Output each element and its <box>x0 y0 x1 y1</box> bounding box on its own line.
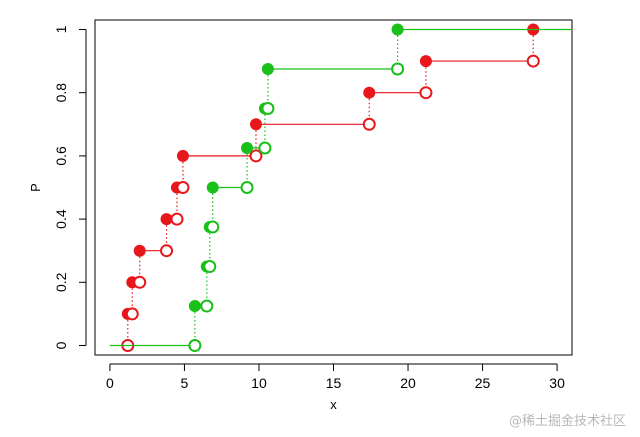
x-tick-label: 15 <box>326 375 342 391</box>
open-point <box>362 117 376 131</box>
x-tick-label: 20 <box>400 375 416 391</box>
series-2 <box>109 23 572 353</box>
filled-point <box>391 23 404 36</box>
series-1 <box>121 23 540 353</box>
y-tick-label: 0.8 <box>53 83 69 103</box>
open-point <box>203 260 217 274</box>
filled-point <box>241 141 254 154</box>
axes: 0 5 10 15 20 25 30 x 0 0.2 0.4 0.6 0.8 1 P <box>28 25 565 412</box>
y-tick-label: 0.4 <box>53 209 69 229</box>
open-point <box>249 149 263 163</box>
open-point <box>391 62 405 76</box>
filled-point <box>261 62 274 75</box>
plot-frame <box>94 19 573 356</box>
x-tick-label: 10 <box>251 375 267 391</box>
filled-point <box>206 181 219 194</box>
open-point <box>206 220 220 234</box>
x-tick-label: 5 <box>181 375 189 391</box>
open-point <box>258 141 272 155</box>
plot-area <box>94 19 573 356</box>
filled-point <box>176 149 189 162</box>
filled-point <box>133 244 146 257</box>
open-point <box>176 181 190 194</box>
open-point <box>160 244 174 258</box>
filled-point <box>249 118 262 131</box>
y-tick-label: 1 <box>53 25 69 33</box>
open-point <box>261 101 275 115</box>
open-point <box>419 86 433 100</box>
filled-point <box>160 213 173 226</box>
y-axis-label: P <box>28 183 43 192</box>
open-point <box>125 307 139 321</box>
x-tick-label: 30 <box>549 375 565 391</box>
y-tick-label: 0.2 <box>53 272 69 292</box>
open-point <box>240 181 254 194</box>
filled-point <box>188 300 201 313</box>
open-point <box>188 339 202 353</box>
filled-point <box>363 86 376 99</box>
watermark: @稀土掘金技术社区 <box>508 414 626 429</box>
filled-point <box>419 55 432 68</box>
open-point <box>133 275 147 289</box>
open-point <box>170 212 184 226</box>
open-point <box>526 54 540 68</box>
x-axis-label: x <box>330 397 337 412</box>
y-tick-label: 0.6 <box>53 146 69 166</box>
x-tick-label: 0 <box>106 375 114 391</box>
chart-marks <box>109 23 572 353</box>
x-tick-label: 25 <box>475 375 491 391</box>
y-tick-label: 0 <box>53 341 69 349</box>
open-point <box>200 299 214 313</box>
